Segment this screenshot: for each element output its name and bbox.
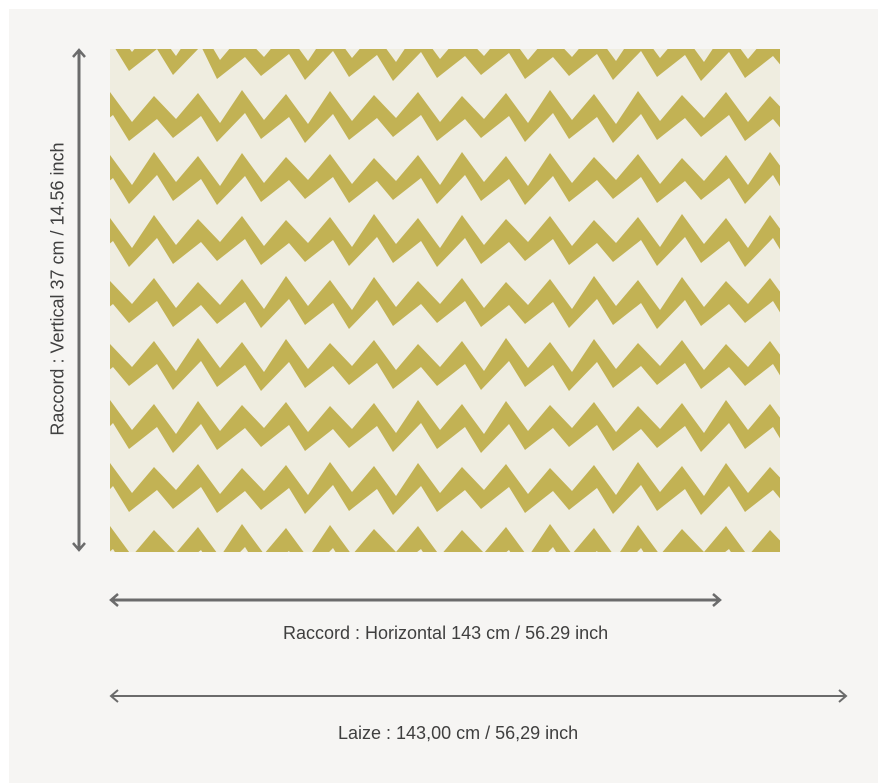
fabric-swatch — [110, 49, 780, 552]
width-arrow — [109, 689, 848, 703]
chevron-pattern — [110, 49, 780, 552]
chevron-bands — [110, 49, 780, 552]
horizontal-repeat-arrow — [109, 593, 722, 607]
vertical-repeat-arrow — [72, 48, 86, 552]
horizontal-repeat-label: Raccord : Horizontal 143 cm / 56.29 inch — [283, 623, 609, 643]
width-label: Laize : 143,00 cm / 56,29 inch — [338, 723, 579, 743]
chevron-motif — [110, 49, 780, 552]
vertical-repeat-label: Raccord : Vertical 37 cm / 14.56 inch — [47, 142, 68, 436]
